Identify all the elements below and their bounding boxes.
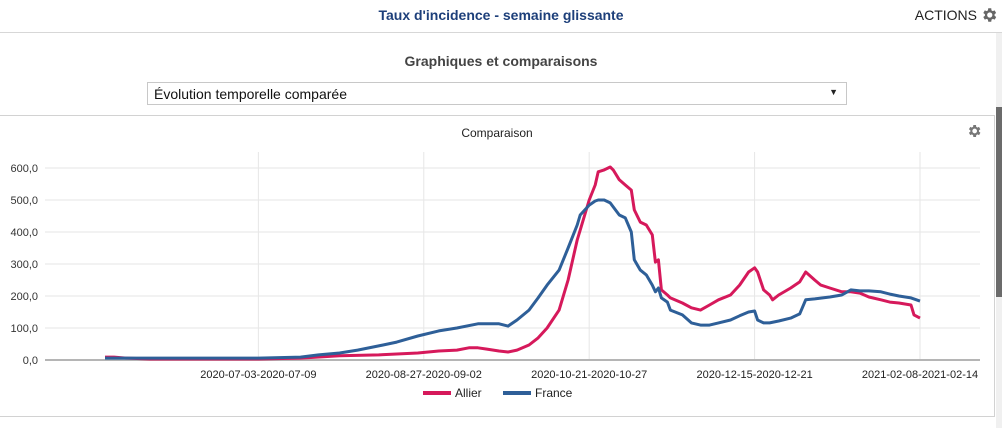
- select-value: Évolution temporelle comparée: [154, 86, 347, 102]
- actions-button[interactable]: ACTIONS: [915, 6, 998, 24]
- chart-card: Comparaison: [0, 115, 995, 417]
- chart-type-select[interactable]: Évolution temporelle comparée ▼: [147, 82, 847, 105]
- page-title: Taux d'incidence - semaine glissante: [378, 7, 624, 23]
- section-title: Graphiques et comparaisons: [404, 53, 598, 69]
- chart-title: Comparaison: [461, 126, 533, 140]
- caret-down-icon: ▼: [829, 87, 838, 97]
- top-bar: Taux d'incidence - semaine glissante ACT…: [0, 0, 1002, 33]
- scrollbar-thumb[interactable]: [996, 107, 1002, 297]
- scrollbar[interactable]: [996, 33, 1002, 428]
- actions-label: ACTIONS: [914, 7, 977, 23]
- gear-icon: [983, 8, 997, 22]
- chart-settings-gear-icon[interactable]: [966, 123, 982, 139]
